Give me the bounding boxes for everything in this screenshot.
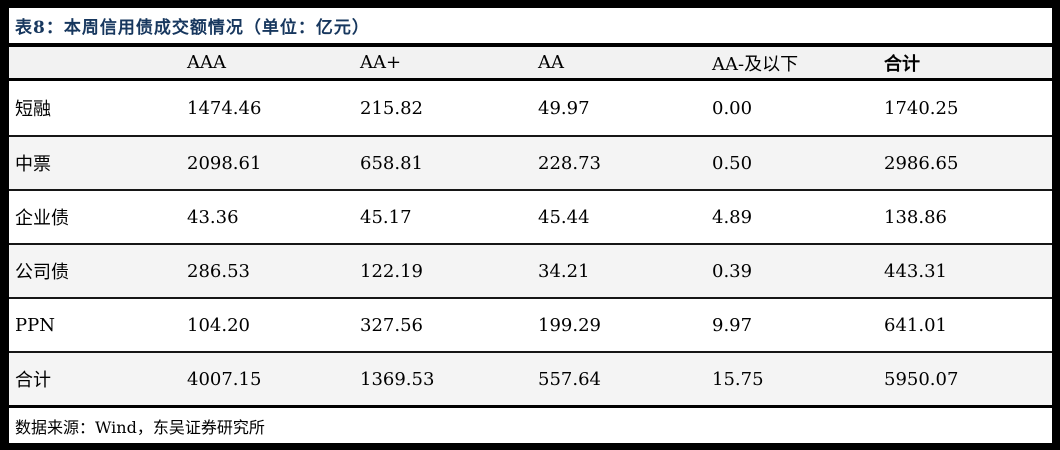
cell-value: 104.20: [187, 314, 250, 336]
cell-value: 45.17: [360, 206, 412, 228]
cell-value: 9.97: [712, 314, 753, 336]
cell-value: 43.36: [187, 206, 239, 228]
cell-value: 34.21: [538, 260, 590, 282]
table-row-zhongpiao: 中票 2098.61 658.81 228.73 0.50 2986.65: [9, 135, 1052, 189]
cell-value: 557.64: [538, 368, 601, 390]
cell-value: 215.82: [360, 97, 423, 119]
data-source-bar: 数据来源：Wind，东吴证券研究所: [9, 408, 1052, 443]
divider-under-title: [9, 43, 1052, 47]
cell-value: 4007.15: [187, 368, 262, 390]
header-cell-total: 合计: [884, 53, 920, 75]
cell-value: 228.73: [538, 152, 601, 174]
cell-value: 1474.46: [187, 97, 262, 119]
header-cell-aa-minus-below: AA-及以下: [712, 53, 799, 75]
table-row-ppn: PPN 104.20 327.56 199.29 9.97 641.01: [9, 297, 1052, 351]
row-label: 短融: [15, 99, 51, 120]
cell-value: 641.01: [884, 314, 947, 336]
cell-value: 122.19: [360, 260, 423, 282]
report-table-panel: 表8：本周信用债成交额情况（单位：亿元） AAA AA+ AA AA-及以下 合…: [9, 8, 1052, 443]
table-row-qiyezhai: 企业债 43.36 45.17 45.44 4.89 138.86: [9, 189, 1052, 243]
cell-value: 1740.25: [884, 97, 959, 119]
cell-value: 0.00: [712, 97, 753, 119]
cell-value: 443.31: [884, 260, 947, 282]
row-label: 公司债: [15, 262, 69, 283]
cell-value: 45.44: [538, 206, 590, 228]
cell-value: 138.86: [884, 206, 947, 228]
table-title-bar: 表8：本周信用债成交额情况（单位：亿元）: [9, 8, 1052, 43]
row-label: 中票: [15, 154, 51, 175]
data-source-text: 数据来源：Wind，东吴证券研究所: [15, 417, 265, 437]
cell-value: 327.56: [360, 314, 423, 336]
header-cell-aa-plus: AA+: [360, 52, 402, 73]
table-title: 表8：本周信用债成交额情况（单位：亿元）: [15, 18, 370, 38]
cell-value: 4.89: [712, 206, 753, 228]
table-row-heji: 合计 4007.15 1369.53 557.64 15.75 5950.07: [9, 351, 1052, 405]
cell-value: 2986.65: [884, 152, 959, 174]
cell-value: 2098.61: [187, 152, 262, 174]
row-label: PPN: [15, 314, 55, 336]
divider-above-footer: [9, 405, 1052, 408]
header-cell-aa: AA: [538, 52, 564, 73]
cell-value: 0.50: [712, 152, 753, 174]
cell-value: 5950.07: [884, 368, 959, 390]
cell-value: 1369.53: [360, 368, 435, 390]
table-row-duanrong: 短融 1474.46 215.82 49.97 0.00 1740.25: [9, 81, 1052, 135]
cell-value: 286.53: [187, 260, 250, 282]
table-row-gongsizhai: 公司债 286.53 122.19 34.21 0.39 443.31: [9, 243, 1052, 297]
header-cell-aaa: AAA: [187, 52, 226, 73]
table-header-row: AAA AA+ AA AA-及以下 合计: [9, 47, 1052, 78]
cell-value: 658.81: [360, 152, 423, 174]
divider-under-header: [9, 78, 1052, 81]
cell-value: 199.29: [538, 314, 601, 336]
cell-value: 15.75: [712, 368, 764, 390]
row-label: 企业债: [15, 208, 69, 229]
cell-value: 49.97: [538, 97, 590, 119]
row-label: 合计: [15, 370, 51, 391]
cell-value: 0.39: [712, 260, 753, 282]
